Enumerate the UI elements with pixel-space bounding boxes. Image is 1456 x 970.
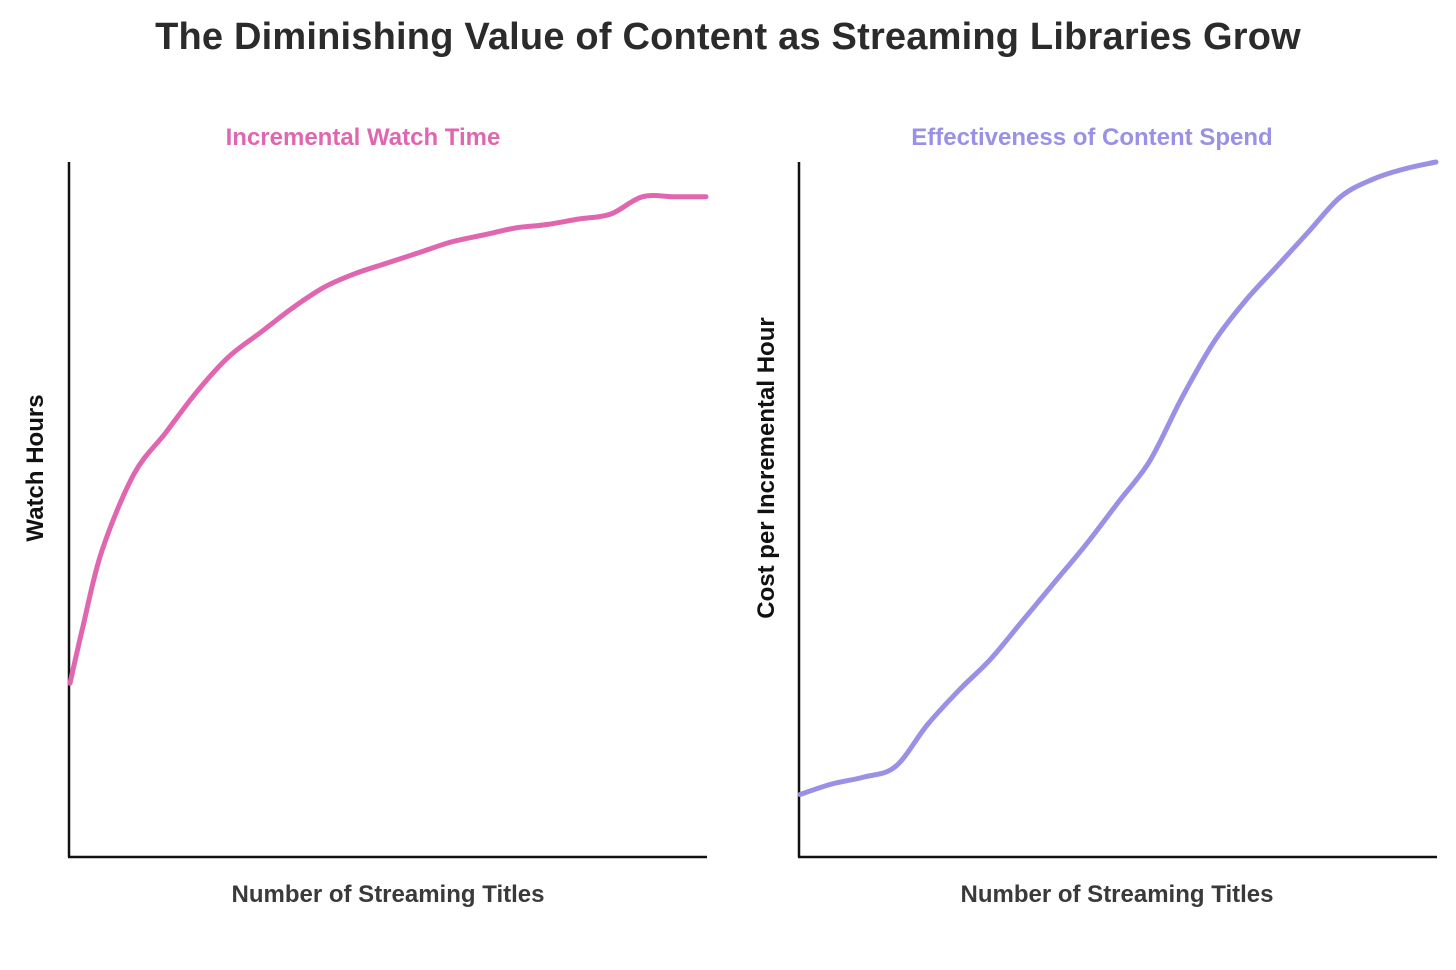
series-line-watch-time bbox=[67, 193, 709, 686]
x-axis-label-left: Number of Streaming Titles bbox=[232, 881, 545, 908]
y-axis-label-right: Cost per Incremental Hour bbox=[753, 317, 780, 618]
x-axis-label-right: Number of Streaming Titles bbox=[961, 881, 1274, 908]
y-axis-label-left: Watch Hours bbox=[22, 394, 49, 541]
series-line-content-spend bbox=[797, 159, 1439, 797]
main-title: The Diminishing Value of Content as Stre… bbox=[155, 16, 1301, 58]
panel-content-spend: Effectiveness of Content Spend Cost per … bbox=[753, 124, 1439, 908]
panel-title-content-spend: Effectiveness of Content Spend bbox=[911, 124, 1272, 151]
panel-watch-time: Incremental Watch Time Watch Hours Numbe… bbox=[22, 124, 709, 908]
panel-title-watch-time: Incremental Watch Time bbox=[226, 124, 501, 151]
